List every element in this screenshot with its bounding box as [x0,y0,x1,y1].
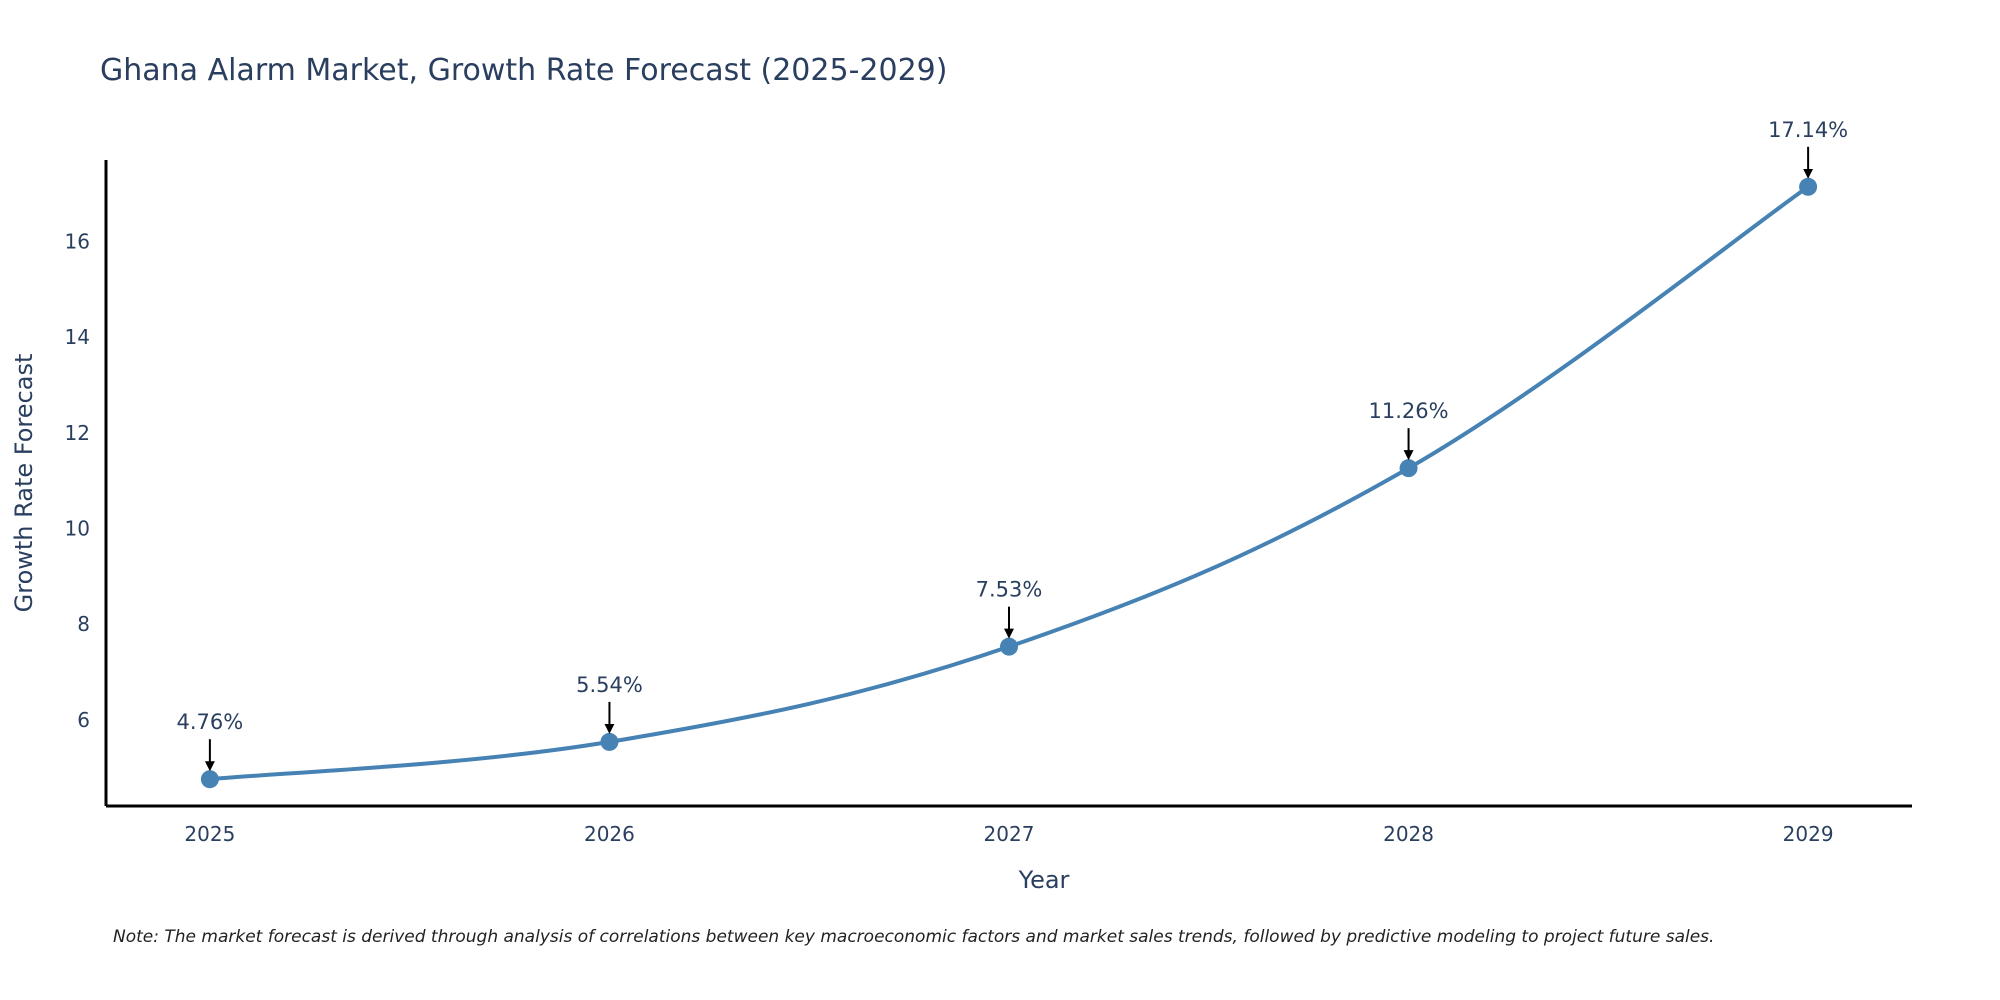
data-label: 11.26% [1369,399,1449,423]
data-point [600,732,619,751]
y-tick-label: 10 [65,516,90,540]
annotations: 4.76% 5.54% 7.53% 11.26% 17.14% [177,118,1848,772]
x-axis-title: Year [1018,866,1070,894]
data-point [1000,637,1018,656]
x-ticks: 2025 2026 2027 2028 2029 [184,822,1833,846]
y-ticks: 6 8 10 12 14 16 [65,229,90,732]
x-tick-label: 2029 [1783,822,1834,846]
data-point [200,770,219,789]
x-tick-label: 2026 [584,822,635,846]
x-tick-label: 2028 [1383,822,1434,846]
y-tick-label: 12 [65,421,90,445]
y-tick-label: 16 [65,229,90,253]
data-label: 5.54% [576,673,643,697]
chart-title: Ghana Alarm Market, Growth Rate Forecast… [100,53,947,88]
series-line [209,185,1810,782]
data-point [1399,459,1418,478]
data-point [1799,177,1818,196]
y-axis-title: Growth Rate Forecast [10,354,38,613]
x-tick-label: 2027 [984,822,1035,846]
x-tick-label: 2025 [184,822,235,846]
y-tick-label: 14 [65,325,90,349]
chart-note: Note: The market forecast is derived thr… [113,927,1714,947]
series-points [200,177,1818,789]
data-label: 7.53% [976,578,1043,602]
data-label: 17.14% [1768,118,1848,142]
y-tick-label: 6 [77,708,90,732]
y-tick-label: 8 [77,612,90,636]
data-label: 4.76% [177,710,244,734]
